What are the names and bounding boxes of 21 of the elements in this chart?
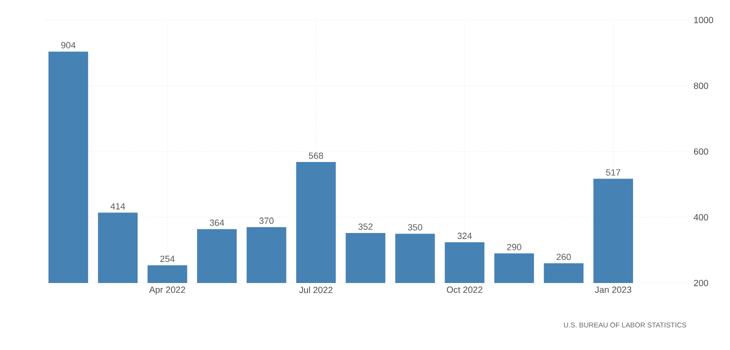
- x-tick-label: Apr 2022: [149, 286, 186, 295]
- data-label: 260: [556, 254, 571, 260]
- y-tick-label: 1000: [694, 16, 714, 24]
- data-label: 254: [160, 256, 175, 262]
- x-tick-label: Jul 2022: [299, 286, 332, 294]
- x-tick-label: Oct 2022: [446, 286, 482, 293]
- data-label: 290: [507, 244, 522, 250]
- data-label: 352: [358, 223, 373, 230]
- data-label: 364: [210, 220, 224, 226]
- y-tick-label: 800: [694, 82, 708, 89]
- y-tick-label: 400: [694, 214, 708, 220]
- data-label: 324: [457, 232, 472, 240]
- x-tick-label: Jan 2023: [594, 286, 632, 293]
- data-label: 517: [606, 169, 620, 176]
- data-label: 904: [61, 42, 76, 48]
- y-tick-label: 200: [694, 280, 708, 286]
- data-label: 568: [308, 152, 324, 159]
- data-label: 350: [408, 224, 422, 230]
- y-tick-label: 600: [694, 148, 708, 155]
- data-label: 370: [259, 218, 274, 224]
- data-label: 414: [110, 203, 126, 210]
